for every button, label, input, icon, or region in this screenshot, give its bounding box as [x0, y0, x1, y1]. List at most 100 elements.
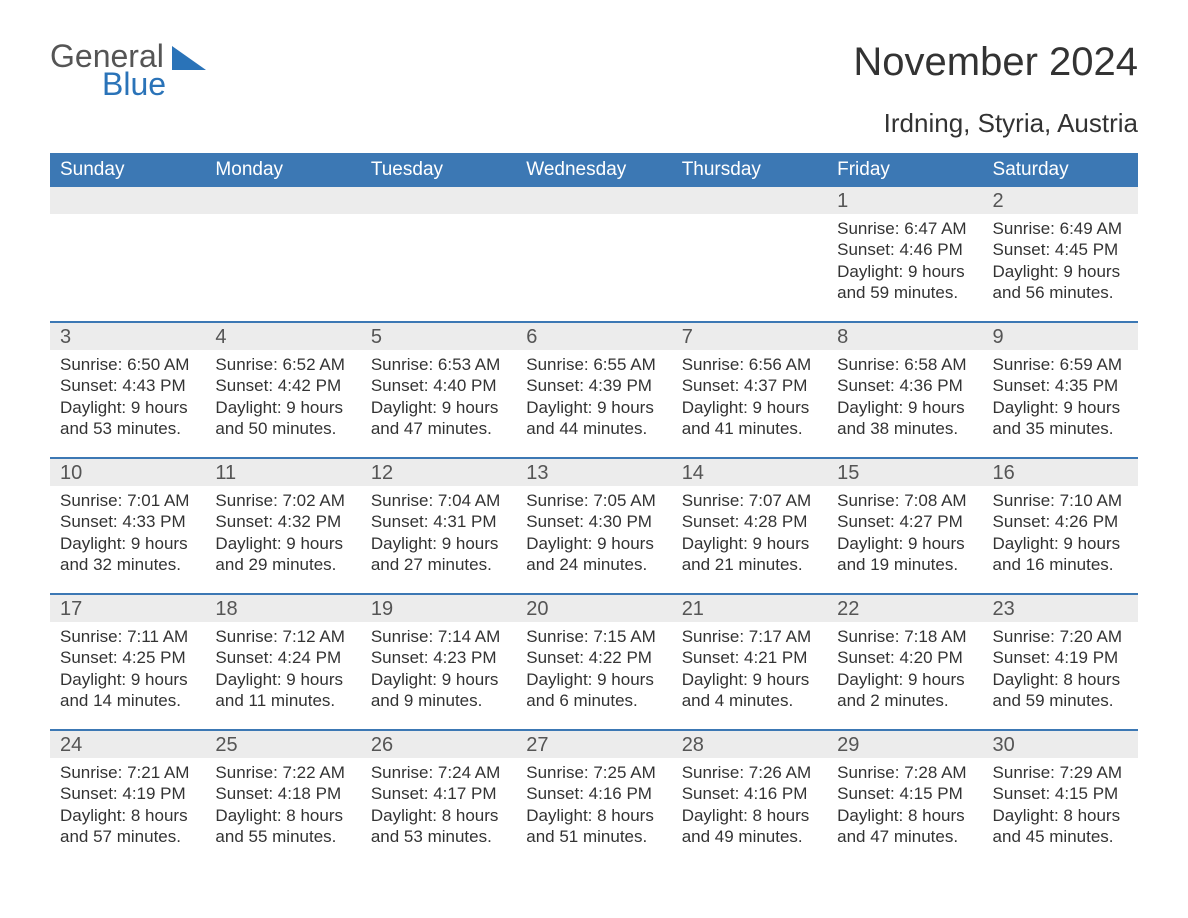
sunrise-text: Sunrise: 7:29 AM	[993, 762, 1128, 783]
dl1-text: Daylight: 9 hours	[837, 669, 972, 690]
day-header: Saturday	[983, 153, 1138, 187]
sunset-text: Sunset: 4:46 PM	[837, 239, 972, 260]
day-header-row: SundayMondayTuesdayWednesdayThursdayFrid…	[50, 153, 1138, 187]
sunset-text: Sunset: 4:39 PM	[526, 375, 661, 396]
dl1-text: Daylight: 9 hours	[371, 533, 506, 554]
day-cell: Sunrise: 7:08 AMSunset: 4:27 PMDaylight:…	[827, 486, 982, 577]
sunset-text: Sunset: 4:20 PM	[837, 647, 972, 668]
sunset-text: Sunset: 4:35 PM	[993, 375, 1128, 396]
day-cell: Sunrise: 7:02 AMSunset: 4:32 PMDaylight:…	[205, 486, 360, 577]
dl1-text: Daylight: 9 hours	[526, 397, 661, 418]
week-body-row: Sunrise: 6:47 AMSunset: 4:46 PMDaylight:…	[50, 214, 1138, 321]
sunset-text: Sunset: 4:22 PM	[526, 647, 661, 668]
location-text: Irdning, Styria, Austria	[50, 108, 1138, 139]
day-cell: Sunrise: 6:52 AMSunset: 4:42 PMDaylight:…	[205, 350, 360, 441]
day-number	[50, 187, 205, 214]
sunrise-text: Sunrise: 7:01 AM	[60, 490, 195, 511]
day-cell: Sunrise: 7:21 AMSunset: 4:19 PMDaylight:…	[50, 758, 205, 849]
dl1-text: Daylight: 9 hours	[682, 669, 817, 690]
dl2-text: and 2 minutes.	[837, 690, 972, 711]
dl2-text: and 16 minutes.	[993, 554, 1128, 575]
logo: General Blue	[50, 40, 206, 100]
day-number	[516, 187, 671, 214]
day-cell: Sunrise: 6:58 AMSunset: 4:36 PMDaylight:…	[827, 350, 982, 441]
day-number	[205, 187, 360, 214]
dl2-text: and 29 minutes.	[215, 554, 350, 575]
sunrise-text: Sunrise: 7:28 AM	[837, 762, 972, 783]
sunrise-text: Sunrise: 7:24 AM	[371, 762, 506, 783]
sunrise-text: Sunrise: 6:52 AM	[215, 354, 350, 375]
sunset-text: Sunset: 4:23 PM	[371, 647, 506, 668]
sunset-text: Sunset: 4:43 PM	[60, 375, 195, 396]
sunrise-text: Sunrise: 7:05 AM	[526, 490, 661, 511]
dl1-text: Daylight: 8 hours	[215, 805, 350, 826]
day-number: 22	[827, 595, 982, 622]
day-cell: Sunrise: 7:18 AMSunset: 4:20 PMDaylight:…	[827, 622, 982, 713]
day-cell: Sunrise: 7:01 AMSunset: 4:33 PMDaylight:…	[50, 486, 205, 577]
sunrise-text: Sunrise: 7:11 AM	[60, 626, 195, 647]
day-number: 21	[672, 595, 827, 622]
sunrise-text: Sunrise: 7:21 AM	[60, 762, 195, 783]
sunrise-text: Sunrise: 7:17 AM	[682, 626, 817, 647]
dl2-text: and 59 minutes.	[993, 690, 1128, 711]
week-row: 24252627282930Sunrise: 7:21 AMSunset: 4:…	[50, 729, 1138, 865]
day-number-row: 24252627282930	[50, 731, 1138, 758]
day-number: 5	[361, 323, 516, 350]
day-header: Thursday	[672, 153, 827, 187]
day-cell: Sunrise: 7:15 AMSunset: 4:22 PMDaylight:…	[516, 622, 671, 713]
dl2-text: and 32 minutes.	[60, 554, 195, 575]
dl2-text: and 11 minutes.	[215, 690, 350, 711]
dl1-text: Daylight: 9 hours	[371, 397, 506, 418]
day-cell: Sunrise: 6:47 AMSunset: 4:46 PMDaylight:…	[827, 214, 982, 305]
dl1-text: Daylight: 8 hours	[60, 805, 195, 826]
dl2-text: and 57 minutes.	[60, 826, 195, 847]
dl2-text: and 24 minutes.	[526, 554, 661, 575]
sunrise-text: Sunrise: 6:59 AM	[993, 354, 1128, 375]
week-row: 12Sunrise: 6:47 AMSunset: 4:46 PMDayligh…	[50, 187, 1138, 321]
sunset-text: Sunset: 4:16 PM	[526, 783, 661, 804]
dl2-text: and 44 minutes.	[526, 418, 661, 439]
dl1-text: Daylight: 9 hours	[993, 397, 1128, 418]
day-cell	[50, 214, 205, 305]
day-cell	[361, 214, 516, 305]
dl2-text: and 47 minutes.	[837, 826, 972, 847]
sunset-text: Sunset: 4:16 PM	[682, 783, 817, 804]
dl2-text: and 14 minutes.	[60, 690, 195, 711]
sunset-text: Sunset: 4:21 PM	[682, 647, 817, 668]
day-header: Tuesday	[361, 153, 516, 187]
day-cell: Sunrise: 7:24 AMSunset: 4:17 PMDaylight:…	[361, 758, 516, 849]
dl1-text: Daylight: 9 hours	[837, 261, 972, 282]
dl1-text: Daylight: 8 hours	[526, 805, 661, 826]
day-number: 9	[983, 323, 1138, 350]
sunrise-text: Sunrise: 7:25 AM	[526, 762, 661, 783]
day-cell: Sunrise: 7:10 AMSunset: 4:26 PMDaylight:…	[983, 486, 1138, 577]
day-number: 3	[50, 323, 205, 350]
dl2-text: and 41 minutes.	[682, 418, 817, 439]
dl1-text: Daylight: 9 hours	[215, 533, 350, 554]
dl1-text: Daylight: 9 hours	[993, 261, 1128, 282]
day-number	[672, 187, 827, 214]
sunrise-text: Sunrise: 7:07 AM	[682, 490, 817, 511]
dl1-text: Daylight: 9 hours	[215, 669, 350, 690]
sunrise-text: Sunrise: 6:56 AM	[682, 354, 817, 375]
day-number-row: 10111213141516	[50, 459, 1138, 486]
sunset-text: Sunset: 4:15 PM	[993, 783, 1128, 804]
dl1-text: Daylight: 9 hours	[837, 533, 972, 554]
day-cell: Sunrise: 7:04 AMSunset: 4:31 PMDaylight:…	[361, 486, 516, 577]
sunrise-text: Sunrise: 7:08 AM	[837, 490, 972, 511]
day-header: Sunday	[50, 153, 205, 187]
week-row: 3456789Sunrise: 6:50 AMSunset: 4:43 PMDa…	[50, 321, 1138, 457]
sunrise-text: Sunrise: 7:10 AM	[993, 490, 1128, 511]
sunset-text: Sunset: 4:45 PM	[993, 239, 1128, 260]
week-body-row: Sunrise: 7:21 AMSunset: 4:19 PMDaylight:…	[50, 758, 1138, 865]
dl1-text: Daylight: 9 hours	[60, 533, 195, 554]
dl1-text: Daylight: 9 hours	[526, 669, 661, 690]
day-number: 20	[516, 595, 671, 622]
dl1-text: Daylight: 8 hours	[993, 669, 1128, 690]
sunrise-text: Sunrise: 6:50 AM	[60, 354, 195, 375]
day-number: 24	[50, 731, 205, 758]
dl1-text: Daylight: 9 hours	[526, 533, 661, 554]
sunset-text: Sunset: 4:18 PM	[215, 783, 350, 804]
dl1-text: Daylight: 9 hours	[60, 397, 195, 418]
week-body-row: Sunrise: 7:01 AMSunset: 4:33 PMDaylight:…	[50, 486, 1138, 593]
